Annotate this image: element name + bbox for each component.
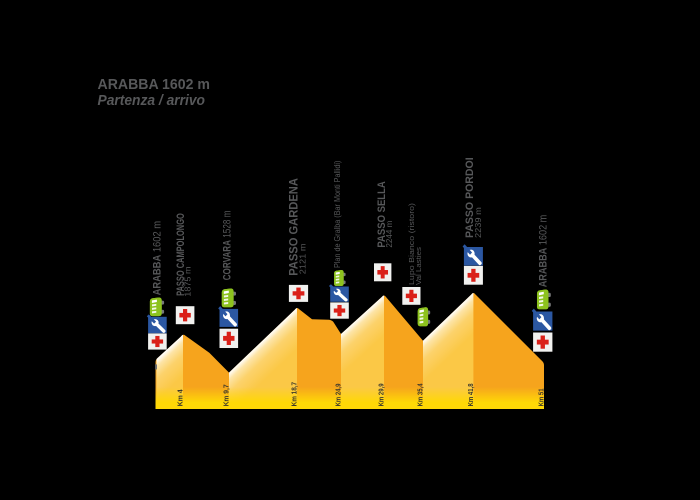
svg-text:Partenza / arrivo: Partenza / arrivo	[98, 93, 206, 109]
svg-text:Km 4: Km 4	[175, 389, 184, 407]
svg-text:1875 m: 1875 m	[182, 267, 192, 297]
svg-text:2121 m: 2121 m	[298, 244, 308, 275]
svg-text:2244 m: 2244 m	[384, 221, 394, 248]
svg-text:Val Lasties: Val Lasties	[414, 247, 423, 285]
svg-text:PASSO CAMPOLONGO: PASSO CAMPOLONGO	[175, 213, 187, 296]
svg-text:Km 41,8: Km 41,8	[466, 383, 475, 406]
svg-text:ARABBA 1602 m: ARABBA 1602 m	[152, 221, 164, 296]
svg-text:Km 24,9: Km 24,9	[333, 384, 342, 407]
svg-text:Km 18,7: Km 18,7	[289, 382, 298, 407]
svg-text:PASSO SELLA: PASSO SELLA	[376, 181, 388, 247]
svg-text:ARABBA 1602 m: ARABBA 1602 m	[537, 215, 549, 288]
svg-text:Km 9,7: Km 9,7	[221, 384, 230, 406]
svg-text:Km 51: Km 51	[536, 388, 545, 406]
svg-text:2239 m: 2239 m	[473, 207, 483, 238]
svg-text:ARABBA 1602 m: ARABBA 1602 m	[98, 76, 210, 93]
svg-text:PASSO PORDOI: PASSO PORDOI	[464, 157, 476, 238]
svg-text:CORVARA 1528 m: CORVARA 1528 m	[221, 211, 233, 281]
svg-text:Km 29,9: Km 29,9	[376, 383, 385, 406]
svg-text:Plan de Gralba (Bar Monti Pall: Plan de Gralba (Bar Monti Pallidi)	[333, 160, 342, 268]
svg-text:PASSO GARDENA: PASSO GARDENA	[288, 178, 300, 276]
svg-text:Lupo Bianco (ristoro): Lupo Bianco (ristoro)	[407, 202, 416, 285]
svg-text:Km 35,4: Km 35,4	[415, 383, 424, 407]
